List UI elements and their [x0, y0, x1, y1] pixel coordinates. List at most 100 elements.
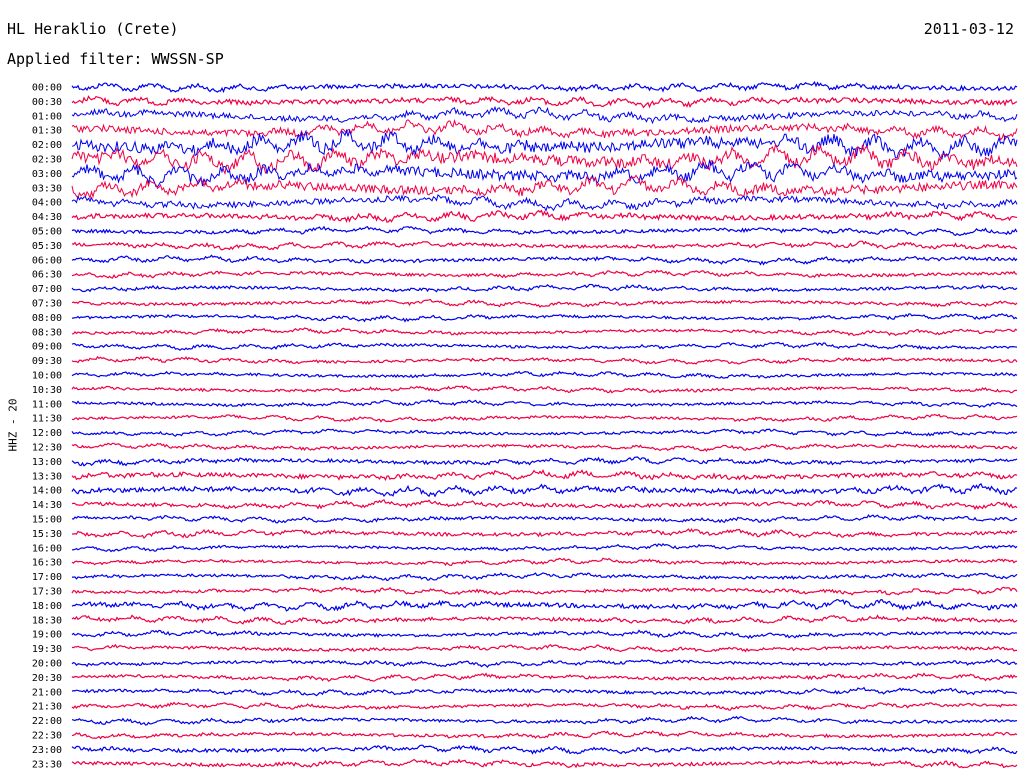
- row-time-label: 06:30: [32, 270, 62, 281]
- trace-line: [71, 385, 1018, 394]
- row-time-label: 04:00: [32, 198, 62, 209]
- row-time-label: 00:00: [32, 83, 62, 94]
- trace-line: [71, 399, 1018, 409]
- trace-line: [71, 715, 1018, 726]
- trace-line: [71, 370, 1018, 379]
- trace-line: [71, 527, 1018, 539]
- trace-line: [71, 80, 1018, 94]
- trace-line: [71, 327, 1018, 337]
- trace-line: [71, 283, 1018, 293]
- row-time-label: 12:30: [32, 443, 62, 454]
- row-time-label: 21:00: [32, 687, 62, 698]
- row-time-label: 05:00: [32, 227, 62, 238]
- row-time-label: 23:30: [32, 759, 62, 770]
- row-time-label: 18:00: [32, 601, 62, 612]
- row-time-label: 17:30: [32, 587, 62, 598]
- trace-line: [71, 598, 1018, 612]
- row-time-label: 14:30: [32, 500, 62, 511]
- trace-line: [71, 174, 1018, 200]
- row-time-label: 15:00: [32, 515, 62, 526]
- trace-line: [71, 744, 1018, 755]
- row-time-label: 20:30: [32, 673, 62, 684]
- row-time-label: 08:00: [32, 313, 62, 324]
- row-time-label: 03:00: [32, 169, 62, 180]
- trace-line: [71, 225, 1018, 237]
- trace-line: [71, 428, 1018, 437]
- trace-line: [71, 355, 1018, 365]
- station-title: HL Heraklio (Crete): [7, 20, 179, 38]
- trace-line: [71, 572, 1018, 582]
- trace-line: [71, 469, 1018, 481]
- trace-line: [71, 643, 1018, 653]
- row-time-label: 14:00: [32, 486, 62, 497]
- row-time-label: 17:00: [32, 572, 62, 583]
- row-time-label: 15:30: [32, 529, 62, 540]
- row-time-label: 11:30: [32, 414, 62, 425]
- trace-line: [71, 629, 1018, 640]
- row-time-label: 05:30: [32, 241, 62, 252]
- row-time-label: 08:30: [32, 327, 62, 338]
- trace-line: [71, 499, 1018, 511]
- row-time-label: 04:30: [32, 212, 62, 223]
- row-time-label: 18:30: [32, 615, 62, 626]
- applied-filter-label: Applied filter: WWSSN-SP: [7, 50, 224, 68]
- row-time-label: 22:30: [32, 731, 62, 742]
- trace-line: [71, 730, 1018, 740]
- row-time-label: 13:30: [32, 471, 62, 482]
- trace-line: [71, 514, 1018, 524]
- trace-line: [71, 105, 1018, 125]
- trace-line: [71, 194, 1018, 212]
- row-time-label: 21:30: [32, 702, 62, 713]
- row-time-label: 10:00: [32, 371, 62, 382]
- row-time-label: 09:00: [32, 342, 62, 353]
- trace-line: [71, 143, 1018, 176]
- row-time-label: 23:00: [32, 745, 62, 756]
- row-time-label: 06:00: [32, 255, 62, 266]
- row-time-label: 00:30: [32, 97, 62, 108]
- trace-line: [71, 209, 1018, 223]
- trace-line: [71, 95, 1018, 109]
- row-time-label: 16:00: [32, 543, 62, 554]
- row-time-label: 20:00: [32, 659, 62, 670]
- trace-line: [71, 298, 1018, 309]
- trace-line: [71, 614, 1018, 625]
- row-time-label: 03:30: [32, 183, 62, 194]
- trace-line: [71, 758, 1018, 769]
- row-time-label: 16:30: [32, 558, 62, 569]
- trace-line: [71, 658, 1018, 668]
- row-time-label: 12:00: [32, 428, 62, 439]
- trace-line: [71, 341, 1018, 351]
- channel-axis-label: HHZ - 20: [6, 398, 20, 452]
- trace-line: [71, 672, 1018, 682]
- trace-line: [71, 128, 1018, 160]
- row-time-label: 10:30: [32, 385, 62, 396]
- trace-line: [71, 158, 1018, 188]
- trace-line: [71, 456, 1018, 467]
- row-time-label: 07:30: [32, 299, 62, 310]
- row-time-label: 09:30: [32, 356, 62, 367]
- date-label: 2011-03-12: [923, 20, 1014, 38]
- trace-line: [71, 254, 1018, 266]
- trace-line: [71, 442, 1018, 452]
- row-time-label: 02:30: [32, 155, 62, 166]
- trace-line: [71, 413, 1018, 423]
- trace-line: [71, 701, 1018, 711]
- trace-line: [71, 542, 1018, 553]
- row-time-label: 22:00: [32, 716, 62, 727]
- row-time-label: 02:00: [32, 140, 62, 151]
- trace-line: [71, 240, 1018, 251]
- row-time-label: 13:00: [32, 457, 62, 468]
- row-time-label: 11:00: [32, 399, 62, 410]
- row-time-label: 01:00: [32, 111, 62, 122]
- trace-line: [71, 269, 1018, 279]
- trace-line: [71, 118, 1018, 141]
- trace-line: [71, 586, 1018, 596]
- trace-line: [71, 313, 1018, 323]
- trace-line: [71, 483, 1018, 498]
- trace-line: [71, 557, 1018, 566]
- trace-line: [71, 686, 1018, 697]
- row-time-label: 01:30: [32, 126, 62, 137]
- row-time-label: 19:00: [32, 630, 62, 641]
- row-time-label: 19:30: [32, 644, 62, 655]
